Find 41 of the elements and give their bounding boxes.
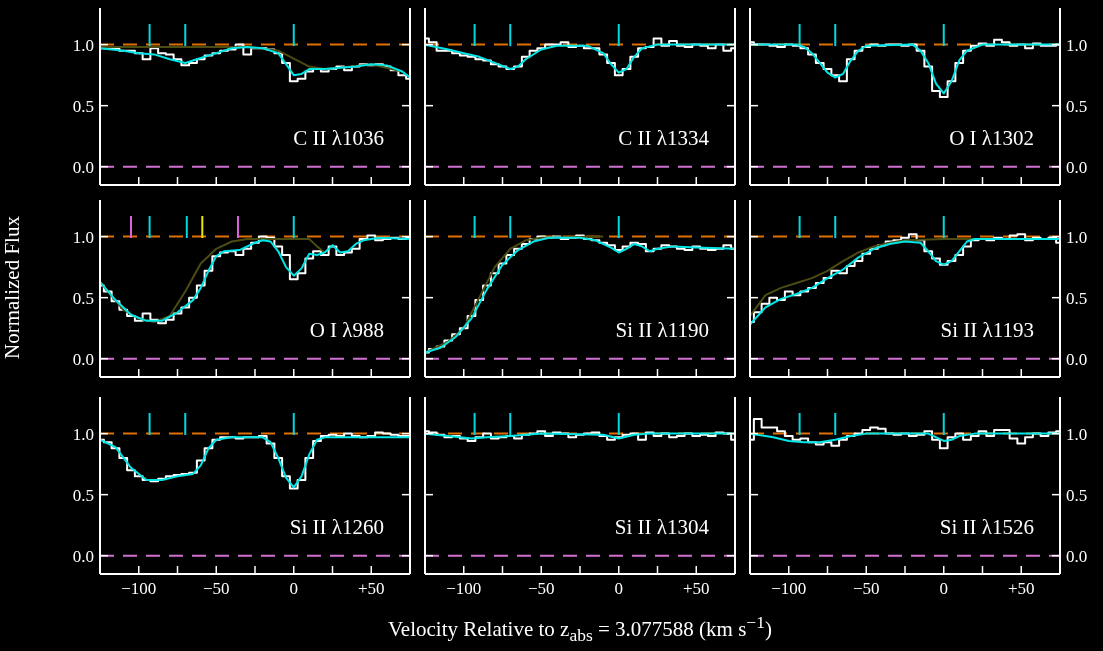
y-tick-label: 0.5	[1066, 288, 1088, 308]
x-tick-label: 0	[939, 579, 948, 599]
x-tick-label: −100	[446, 579, 482, 599]
y-tick-label: 0.5	[1066, 485, 1088, 505]
annotation: Si II λ1304	[614, 515, 709, 540]
y-tick-label: 1.0	[1066, 227, 1088, 247]
y-tick-label: 1.0	[1066, 424, 1088, 444]
annotation: Si II λ1526	[939, 515, 1034, 540]
y-tick-label: 0.5	[1066, 96, 1088, 116]
x-tick-label: −100	[121, 579, 157, 599]
y-tick-label: 1.0	[1066, 35, 1088, 55]
y-tick-label: 1.0	[72, 424, 94, 444]
x-axis-title: Velocity Relative to z$_{abs}$ = 3.077588 (km s$^{−1}$)	[387, 612, 773, 647]
x-tick-label: +50	[357, 579, 385, 599]
annotation: Si II λ1260	[289, 515, 384, 540]
y-tick-label: 1.0	[72, 227, 94, 247]
y-tick-label: 0.0	[1066, 157, 1088, 177]
annotation: O I λ988	[309, 318, 384, 343]
annotation: O I λ1302	[949, 126, 1034, 151]
y-tick-label: 0.0	[72, 157, 94, 177]
annotation: C II λ1036	[293, 126, 384, 151]
y-tick-label: 0.0	[72, 349, 94, 369]
y-tick-label: 0.5	[72, 288, 94, 308]
annotation: Si II λ1190	[615, 318, 709, 343]
y-tick-label: 0.0	[72, 546, 94, 566]
annotation: C II λ1334	[618, 126, 709, 151]
x-tick-label: −100	[771, 579, 807, 599]
y-axis-title: Normalized Flux	[0, 214, 25, 361]
x-tick-label: −50	[202, 579, 230, 599]
y-tick-label: 0.0	[1066, 546, 1088, 566]
x-tick-label: −50	[852, 579, 880, 599]
y-tick-label: 0.5	[72, 485, 94, 505]
x-tick-label: +50	[682, 579, 710, 599]
x-tick-label: 0	[289, 579, 298, 599]
x-tick-label: +50	[1007, 579, 1035, 599]
x-tick-label: −50	[527, 579, 555, 599]
annotation: Si II λ1193	[940, 318, 1034, 343]
y-tick-label: 0.5	[72, 96, 94, 116]
y-tick-label: 1.0	[72, 35, 94, 55]
y-tick-label: 0.0	[1066, 349, 1088, 369]
x-tick-label: 0	[614, 579, 623, 599]
